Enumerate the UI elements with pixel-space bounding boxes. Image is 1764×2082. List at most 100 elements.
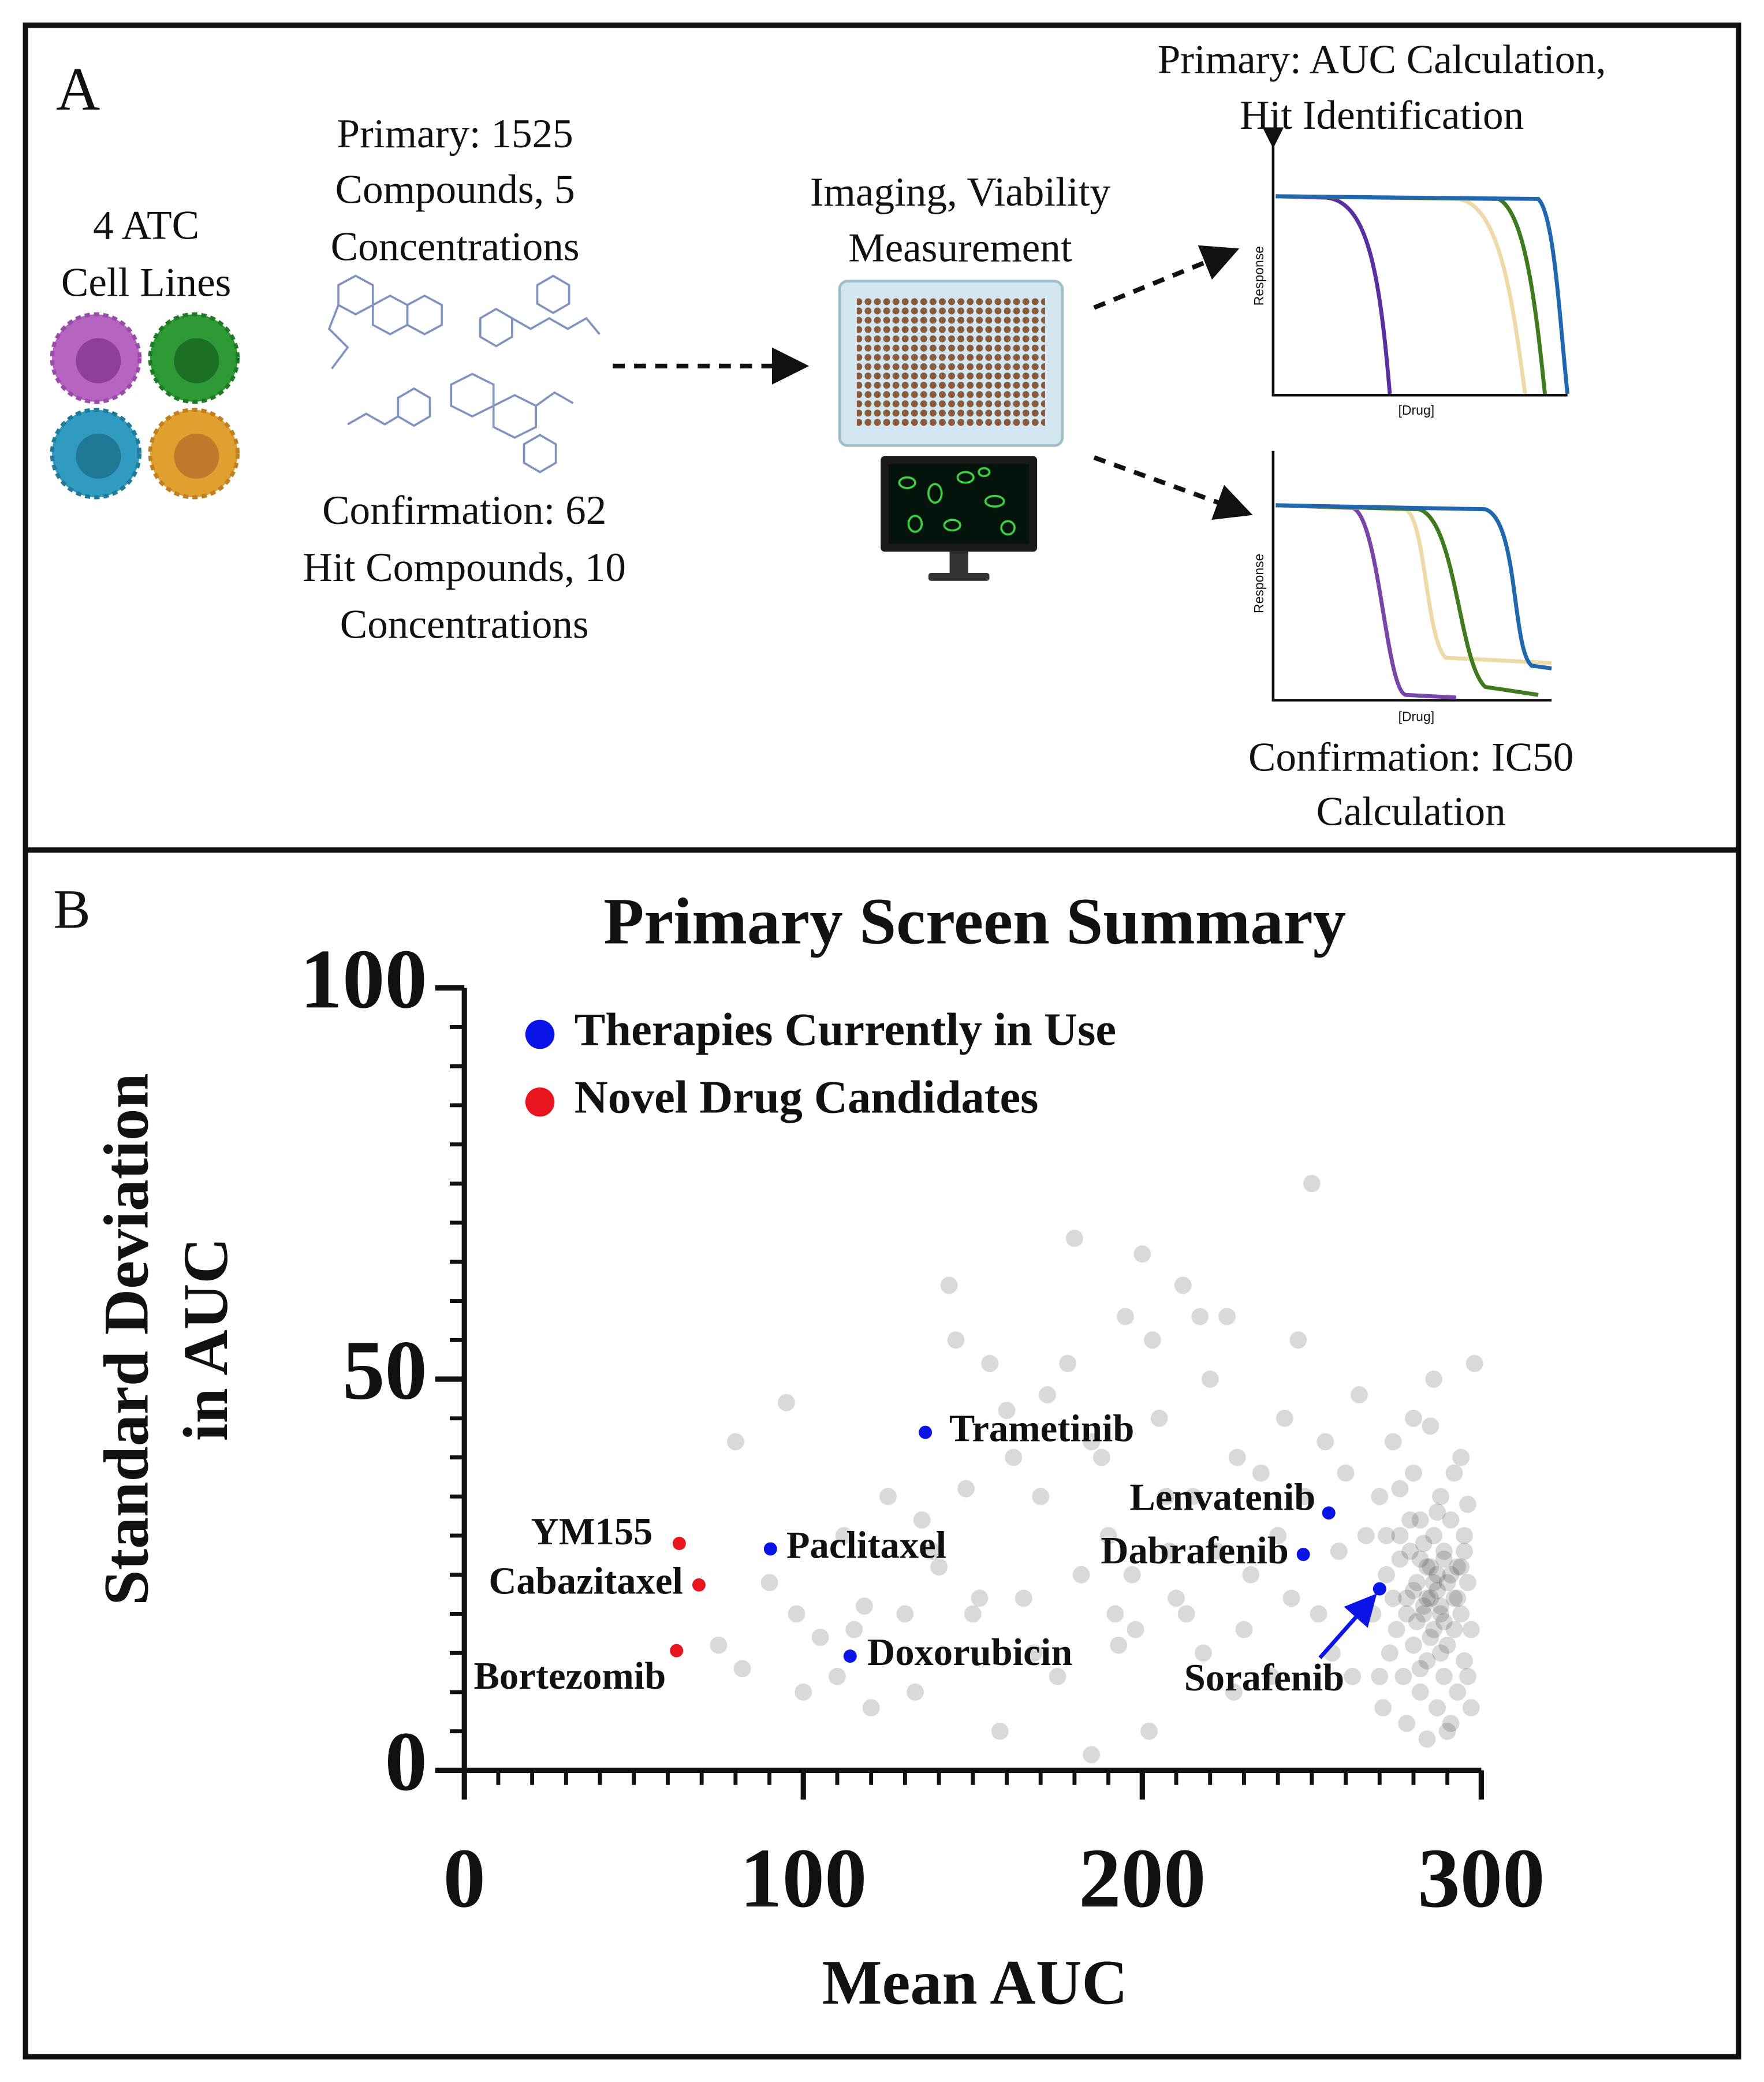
point [1005, 1448, 1023, 1466]
plate-icon [838, 280, 1064, 447]
point [1418, 1558, 1436, 1576]
point [1039, 1386, 1056, 1404]
point [1083, 1433, 1101, 1451]
point [1262, 1667, 1280, 1685]
point [1422, 1417, 1439, 1435]
point [1065, 1230, 1083, 1247]
point [1459, 1667, 1476, 1685]
point [1092, 1448, 1110, 1466]
point [1435, 1613, 1453, 1630]
point [1422, 1589, 1439, 1607]
legend-label: Novel Drug Candidates [575, 1072, 1039, 1123]
point [795, 1683, 812, 1701]
point [1415, 1535, 1433, 1552]
point-label: Bortezomib [474, 1655, 666, 1697]
point [957, 1480, 975, 1498]
point [1225, 1683, 1243, 1701]
legend-marker [525, 1087, 555, 1117]
x-axis-label: Mean AUC [822, 1947, 1128, 2018]
point [1384, 1433, 1402, 1451]
point [1438, 1574, 1456, 1592]
point [1378, 1566, 1395, 1584]
point-label: Dabrafenib [1101, 1530, 1289, 1572]
point-label: Doxorubicin [867, 1632, 1072, 1674]
point [1337, 1464, 1355, 1482]
point [1351, 1386, 1368, 1404]
point [1398, 1715, 1416, 1733]
point [1462, 1699, 1480, 1716]
point [726, 1433, 744, 1451]
point [1435, 1543, 1453, 1560]
y-tick-label: 100 [300, 932, 427, 1026]
point [1432, 1644, 1449, 1662]
point [1177, 1605, 1195, 1623]
point [1252, 1464, 1270, 1482]
monitor-icon [881, 456, 1038, 581]
point [1127, 1621, 1144, 1638]
point [1462, 1621, 1480, 1638]
primary-compounds-text: Concentrations [331, 224, 580, 269]
point [1391, 1550, 1409, 1568]
point [1378, 1527, 1395, 1544]
point [1418, 1730, 1436, 1748]
point [1072, 1566, 1090, 1584]
point [1418, 1652, 1436, 1670]
axis-label: Response [1251, 246, 1266, 306]
point [1422, 1629, 1439, 1647]
point [1405, 1409, 1422, 1427]
x-tick-label: 200 [1079, 1831, 1206, 1925]
point [1322, 1506, 1336, 1520]
point [1401, 1511, 1419, 1529]
point [1425, 1527, 1443, 1544]
point-label: Trametinib [949, 1407, 1135, 1450]
point [1330, 1543, 1348, 1560]
point [1269, 1527, 1287, 1544]
point [1388, 1621, 1405, 1638]
point [862, 1699, 880, 1716]
point [907, 1683, 924, 1701]
point [1144, 1331, 1161, 1349]
y-axis-label: in AUC [170, 1238, 241, 1441]
primary-analysis-text: Primary: AUC Calculation, [1158, 38, 1606, 83]
point [879, 1488, 897, 1506]
point-label: YM155 [531, 1511, 653, 1553]
point [835, 1527, 853, 1544]
point [1401, 1543, 1419, 1560]
confirmation-compounds-text: Concentrations [340, 602, 589, 647]
point [1117, 1308, 1134, 1325]
point [1456, 1527, 1473, 1544]
legend-marker [525, 1019, 555, 1049]
y-tick-label: 50 [342, 1323, 427, 1417]
point [1415, 1605, 1433, 1623]
point [1435, 1667, 1453, 1685]
point [981, 1355, 999, 1372]
point [1449, 1683, 1467, 1701]
point [811, 1629, 829, 1647]
point [1438, 1636, 1456, 1654]
point [1432, 1488, 1449, 1506]
point [1015, 1589, 1032, 1607]
point [1384, 1589, 1402, 1607]
point [829, 1667, 846, 1685]
legend-label: Therapies Currently in Use [575, 1004, 1116, 1055]
point [913, 1511, 931, 1529]
confirmation-analysis-text: Calculation [1317, 789, 1506, 834]
point [1405, 1581, 1422, 1599]
point [1161, 1543, 1179, 1560]
point [1049, 1667, 1066, 1685]
arrow [1093, 245, 1240, 310]
axis-label: [Drug] [1398, 403, 1435, 418]
point [1289, 1331, 1307, 1349]
point [1452, 1448, 1470, 1466]
point [1184, 1488, 1202, 1506]
x-tick-label: 300 [1418, 1831, 1545, 1925]
imaging-text: Measurement [848, 226, 1072, 271]
frame [23, 23, 1741, 2059]
point [1059, 1355, 1077, 1372]
point [1374, 1699, 1392, 1716]
point [1449, 1589, 1467, 1607]
point [1133, 1245, 1151, 1263]
point [930, 1558, 948, 1576]
